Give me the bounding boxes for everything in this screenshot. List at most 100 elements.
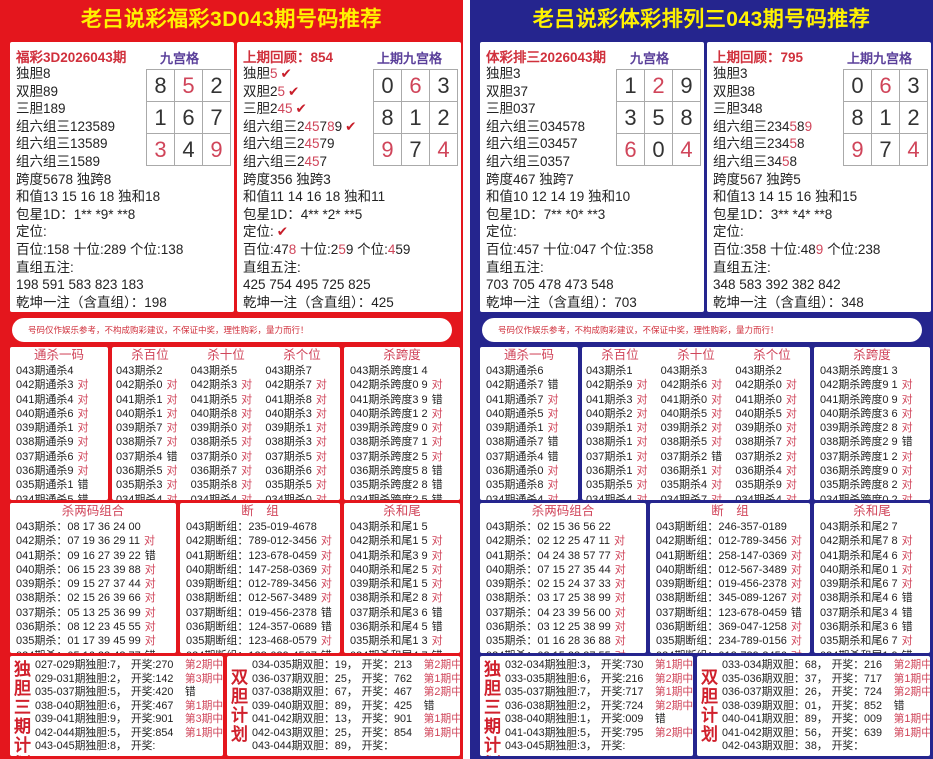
result-badge: 对 [320,592,332,605]
result-badge: 对 [790,578,802,591]
table-row: 041期杀3 对 041期杀0 对 041期杀0 对 [582,393,810,407]
table-title: 杀跨度 [383,348,421,362]
result-badge [432,520,445,534]
result-badge [321,520,334,534]
row-text: 036期杀跨度5 8 [350,465,428,478]
result-badge: 错 [790,606,802,619]
table-row: 037期通杀4 错 [480,450,578,464]
result-badge: 对 [431,379,443,392]
plan-result: 第3期中 [184,713,223,725]
kill-span-table: 杀跨度 043期杀跨度1 4 042期杀跨度0 9 对 041期杀跨度3 9 错 040期杀… [344,347,460,500]
grid-title: 九宫格 [630,51,670,66]
row-text: 038期杀7 [735,436,782,449]
plan-result: 第2期中 [893,686,930,698]
table-title: 通杀一码 [503,348,554,362]
grid-cell: 2 [430,102,458,134]
plan-bet: 029-031期独胆:2， [35,672,127,685]
table-row: 042期杀0 对 042期杀3 对 042期杀7 对 [112,378,340,392]
plan-draw: 开奖:717 [600,686,644,698]
plan-row: 043-044期双胆：89， 开奖： [252,740,460,754]
row-cell: 040期杀2 对 [586,407,661,421]
text-segment: 十位:2 [296,241,339,257]
row-cell: 036期杀1 对 [661,464,736,478]
review-section: 上期回顾：854 上期九宫格 0 6 3 8 1 2 9 7 4 独胆5 ✔ 双胆25 ✔ 三胆245 ✔ 组六组… [237,42,461,312]
row-text: 042期杀7 [265,379,312,392]
result-badge: 对 [785,407,797,420]
line-item: 跨度467 独跨7 [486,171,574,187]
table-row: 034期杀4 对 034期杀7 对 034期杀4 对 [582,493,810,500]
text-segment: 45 [304,136,320,152]
grid-cell: 4 [900,134,928,166]
line-item: 独胆5 ✔ [243,65,410,83]
row-text: 041期杀：04 24 38 57 77 [486,549,611,562]
result-badge: 对 [614,635,626,648]
result-badge [145,520,158,534]
table-row: 035期通杀1 错 [10,478,108,492]
result-badge: 对 [614,563,626,576]
grid-cell: 6 [175,102,203,134]
result-badge: 对 [901,563,913,576]
result-badge: 对 [77,407,89,420]
result-badge: 对 [711,479,723,492]
table-row: 043期杀1 043期杀3 043期杀2 [582,364,810,378]
review-section: 上期回顾：795 上期九宫格 0 6 3 8 1 2 9 7 4 独胆3 双胆38 三胆348 组六组三23… [707,42,931,312]
row-text: 035期杀9 [735,479,782,492]
row-text: 042期断组：789-012-3456 [186,535,317,548]
row-text: 037期杀：05 13 25 36 99 [16,606,141,619]
table-row: 034期杀和尾1 9 错 [814,649,930,653]
result-badge: 错 [547,379,559,392]
plan-rows: 034-035期双胆：19， 开奖：213 第2期中 036-037期双胆：25， 开奖… [252,659,460,754]
row-text: 040期断组：147-258-0369 [186,563,317,576]
result-badge: 对 [711,465,723,478]
row-text: 040期杀3 [265,407,312,420]
grid-cell: 7 [872,134,900,166]
table-header-row: 杀百位 杀十位 杀个位 [582,347,810,364]
result-badge: 对 [144,606,156,619]
line-item: 组六组三0357 [486,153,571,169]
text-segment: 9 [815,241,824,257]
row-text: 034期断组：128-039-4567 [186,649,317,653]
row-text: 042期杀0 [735,379,782,392]
row-text: 042期通杀3 [16,379,74,392]
row-cell: 037期杀2 对 [735,450,810,464]
line-item: 三胆037 [486,101,536,117]
plan-draw: 开奖：425 [361,699,413,712]
row-text: 035期杀跨度8 2 [820,479,898,492]
row-text: 038期杀和尾2 8 [350,592,428,605]
row-text: 039期杀1 [586,422,633,435]
table-row: 039期杀7 对 039期杀0 对 039期杀1 对 [112,421,340,435]
table-row: 037期杀：05 13 25 36 99 对 [10,606,176,620]
result-badge [432,364,445,378]
row-text: 042期杀：07 19 36 29 11 [16,535,140,548]
line-item: 三胆348 [713,100,880,118]
result-badge: 对 [431,436,443,449]
row-text: 039期杀和尾1 5 [350,578,428,591]
table-row: 039期通杀1 对 [480,421,578,435]
result-badge [166,364,179,378]
current-lines: 独胆3 双胆37 三胆037 组六组三034578 组六组三03457 组六组三0357 跨… [486,65,653,311]
grid-title: 上期九宫格 [377,51,443,66]
line-item: 双胆37 [486,83,529,99]
row-text: 041期杀跨度0 9 [820,393,898,406]
plan-result: 第1期中 [654,686,693,698]
row-text: 041期杀0 [735,393,782,406]
plan-draw: 开奖:467 [130,699,174,712]
text-segment: 45 [277,101,293,117]
row-cell: 037期杀5 对 [265,450,340,464]
result-badge: 对 [431,578,443,591]
plan-result: 第3期中 [184,672,223,685]
line-item: 和值10 12 14 19 独和10 [486,189,631,205]
table-row: 035期通杀8 对 [480,478,578,492]
table-row: 043期通杀4 [10,364,108,378]
table-row: 036期通杀9 对 [10,464,108,478]
result-badge: 错 [902,649,915,653]
table-row: 034期杀和尾4 7 错 [344,649,460,653]
grid-cell: 8 [374,102,402,134]
result-badge: 对 [711,422,723,435]
column-title: 杀十位 [207,348,245,362]
